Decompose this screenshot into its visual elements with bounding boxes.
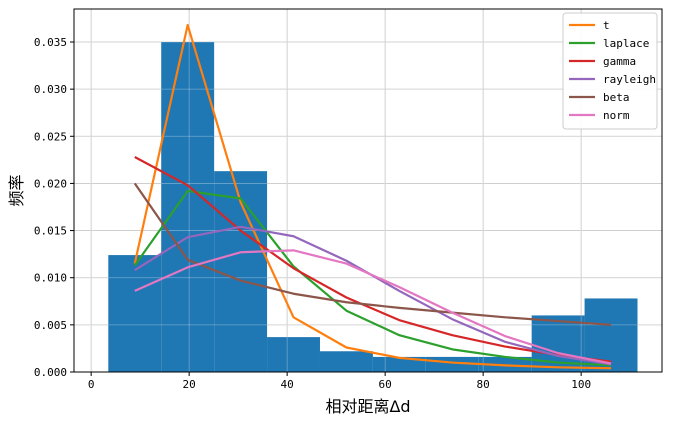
legend-label-beta: beta [603,91,630,104]
series-line-norm [134,249,612,365]
legend-label-laplace: laplace [603,37,649,50]
histogram-bar [108,255,162,372]
x-tick-label: 40 [281,378,294,391]
x-axis-label: 相对距离Δd [325,397,410,416]
x-tick-label: 20 [183,378,196,391]
histogram-bar [267,337,320,372]
x-tick-label: 100 [571,378,591,391]
y-tick-label: 0.020 [34,177,67,190]
series-line-t [133,23,612,370]
fit-lines [133,23,612,370]
legend-label-rayleigh: rayleigh [603,73,656,86]
legend-label-norm: norm [603,109,630,122]
legend: t laplace gamma rayleigh beta norm [562,12,658,130]
y-tick-label: 0.030 [34,83,67,96]
histogram-bar [319,351,373,372]
y-tick-label: 0.015 [34,225,67,238]
y-tick-label: 0.010 [34,272,67,285]
x-tick-label: 80 [477,378,490,391]
legend-label-gamma: gamma [603,55,636,68]
y-tick-label: 0.000 [34,366,67,379]
histogram-bar [372,356,426,372]
series-line-gamma [134,156,612,363]
legend-label-t: t [603,19,610,32]
x-tick-label: 0 [88,378,95,391]
histogram-bar [161,42,215,372]
series-line-beta [133,182,612,326]
x-tick-label: 60 [379,378,392,391]
histogram-bars [74,9,662,373]
y-tick-label: 0.005 [34,319,67,332]
y-tick-label: 0.035 [34,36,67,49]
axis-ticks: 0 20 40 60 80 100 0.000 0.005 0.010 0.015 0.020 0.0… [34,36,591,391]
y-tick-label: 0.025 [34,130,67,143]
series-line-laplace [133,189,612,367]
plot-frame [73,8,663,373]
y-axis-label: 频率 [7,174,26,206]
